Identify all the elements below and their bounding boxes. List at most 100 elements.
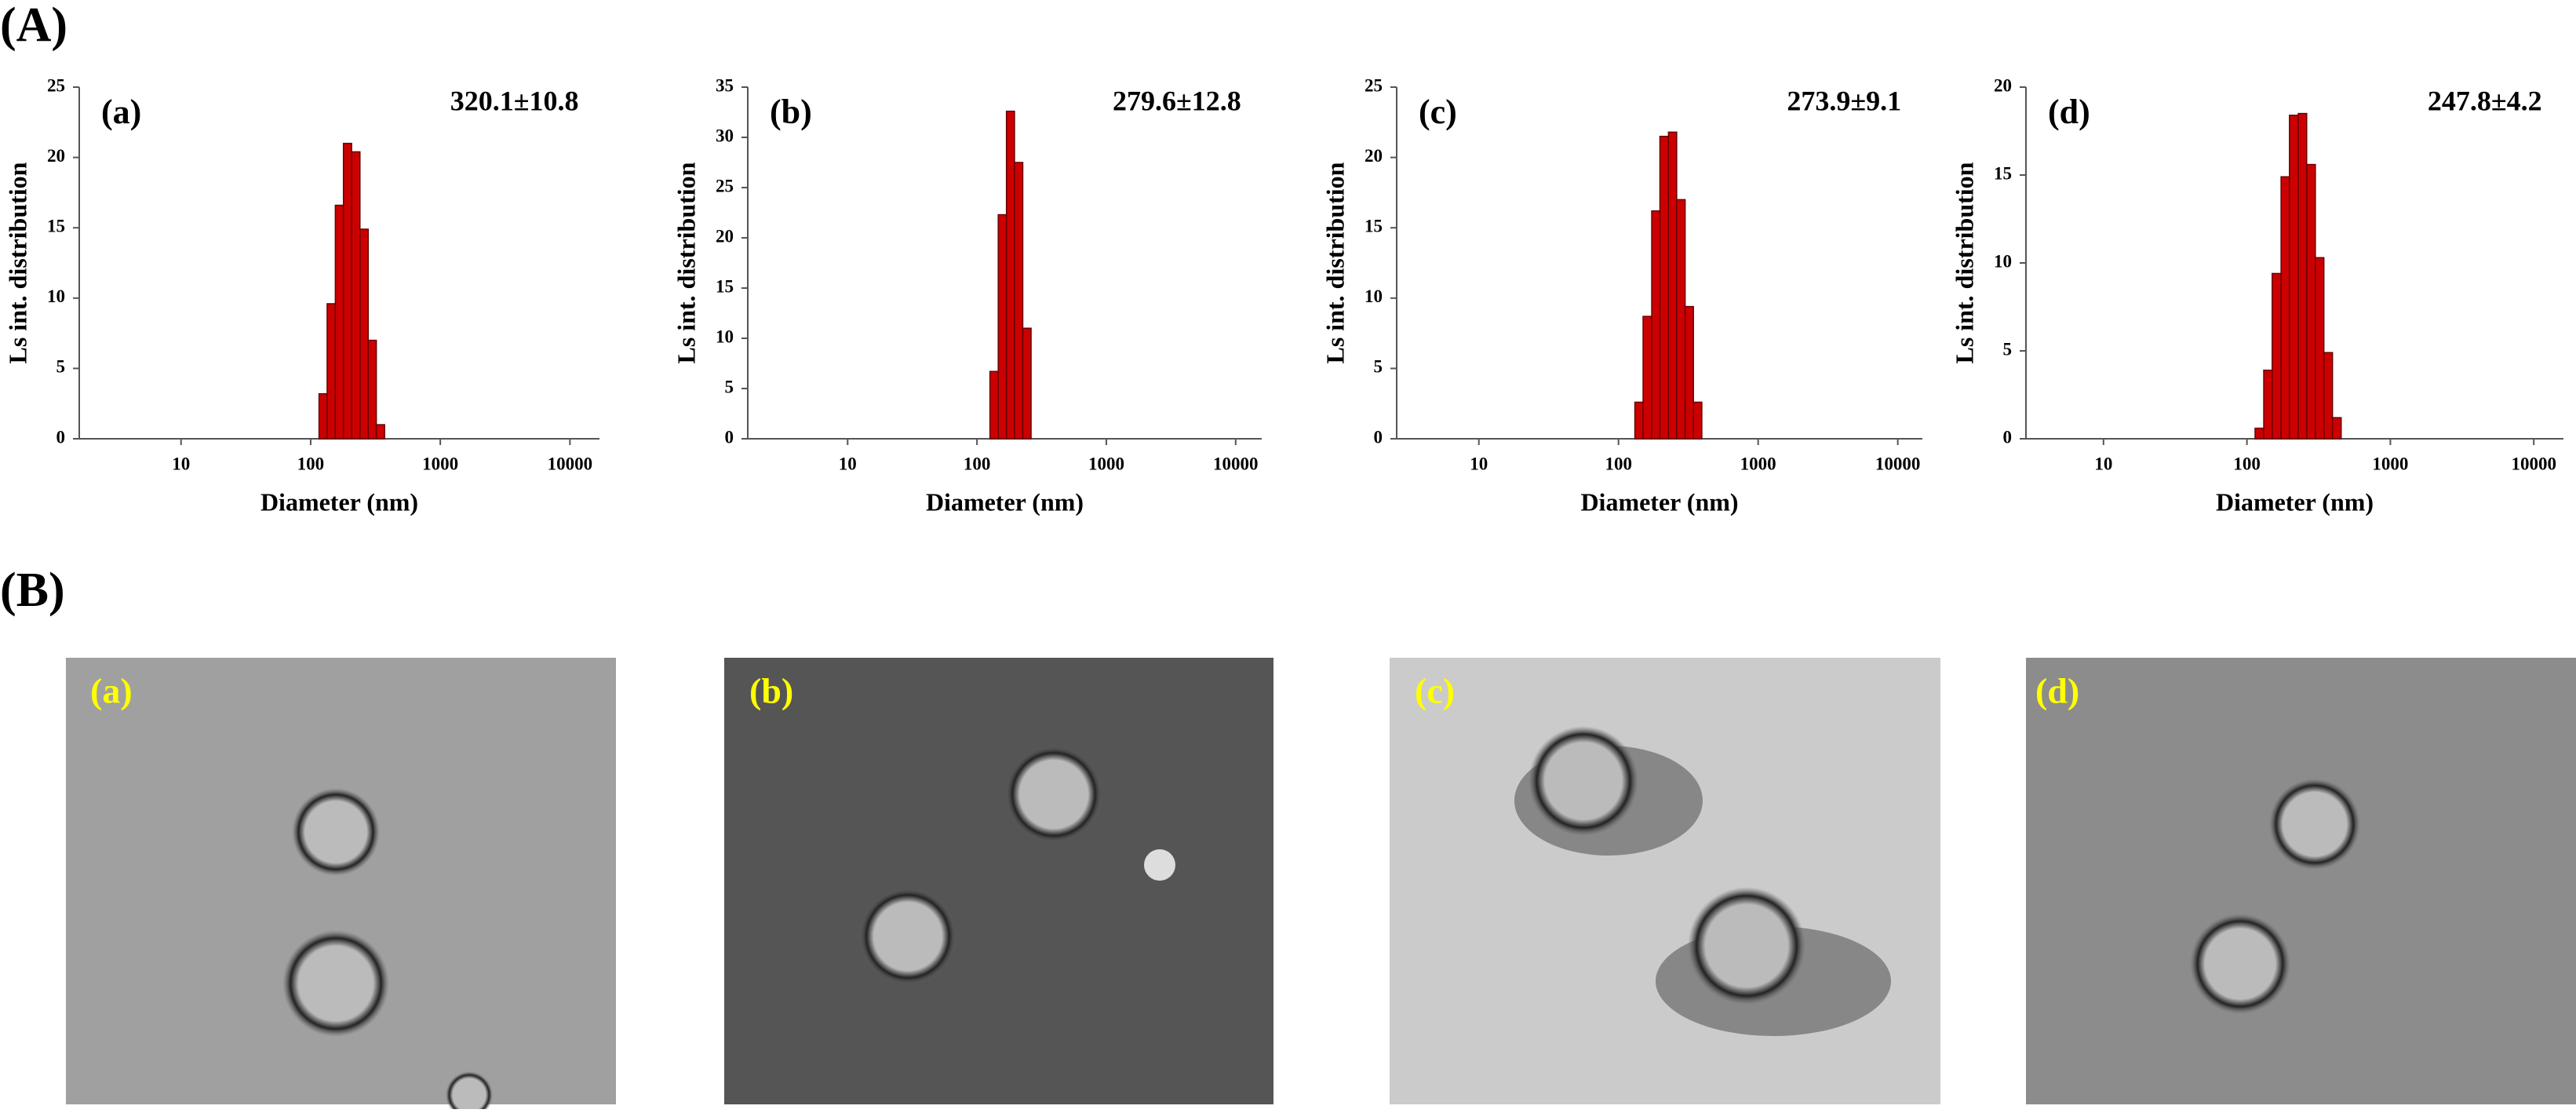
bar: [367, 339, 377, 440]
bar: [2289, 115, 2299, 440]
y-tick-label: 15: [716, 276, 734, 296]
x-tick-label: 100: [964, 454, 991, 473]
bar: [1651, 210, 1661, 440]
bar: [2280, 176, 2290, 440]
y-tick-label: 5: [725, 377, 734, 396]
y-tick-label: 10: [1365, 286, 1383, 306]
x-tick-label: 1000: [1088, 454, 1124, 473]
chart: 0 5 10 15 20 10 100 1000 10000 Diameter (nm) Ls in…: [1950, 75, 2563, 516]
image-label: (b): [749, 671, 793, 711]
image-label: (d): [2035, 671, 2079, 711]
y-tick-label: 20: [1994, 75, 2012, 95]
panel-label: (A): [0, 0, 67, 52]
y-tick-label: 20: [47, 146, 65, 166]
annotation: 247.8±4.2: [2428, 85, 2542, 116]
y-tick-label: 0: [725, 427, 734, 447]
image-label: (a): [90, 671, 133, 711]
bar: [2263, 369, 2273, 440]
y-tick-label: 25: [716, 176, 734, 195]
y-tick-label: 25: [47, 75, 65, 95]
bar: [989, 370, 999, 440]
bar: [2306, 163, 2316, 440]
bar: [1022, 327, 1032, 440]
bar: [1684, 305, 1694, 440]
panel-label: (B): [0, 564, 65, 617]
x-tick-label: 10000: [1213, 454, 1259, 473]
y-tick-label: 15: [47, 216, 65, 235]
bar: [342, 142, 352, 440]
panel-label: (c): [1419, 93, 1457, 131]
bar: [1667, 131, 1678, 440]
y-tick-label: 35: [716, 75, 734, 95]
y-tick-label: 15: [1994, 163, 2012, 183]
y-tick-label: 5: [56, 357, 66, 377]
tem-image: (c): [1390, 658, 1940, 1104]
x-axis-label: Diameter (nm): [261, 487, 418, 516]
y-tick-label: 0: [1374, 427, 1383, 447]
y-tick-label: 0: [56, 427, 66, 447]
bar: [1692, 401, 1703, 440]
x-axis-label: Diameter (nm): [1580, 487, 1738, 516]
x-axis-label: Diameter (nm): [926, 487, 1084, 516]
bar: [334, 204, 344, 440]
bar: [359, 228, 370, 440]
bar: [1014, 162, 1024, 440]
annotation: 273.9±9.1: [1787, 85, 1901, 116]
chart: 0 5 10 15 20 25 10 100 1000 10000 Diameter (nm) Ls …: [1321, 75, 1922, 516]
bar: [1642, 316, 1652, 440]
bar: [326, 303, 337, 440]
bar: [1634, 401, 1644, 440]
x-tick-label: 10: [839, 454, 857, 473]
bar: [1676, 199, 1686, 440]
bar: [1005, 110, 1015, 440]
x-tick-label: 10: [172, 454, 190, 473]
y-axis-label: Ls int. distribution: [672, 162, 700, 363]
x-tick-label: 100: [297, 454, 325, 473]
panel-label: (d): [2048, 93, 2090, 131]
x-tick-label: 10000: [2511, 454, 2556, 473]
chart: 0 5 10 15 20 25 10 100 1000 10000 Diameter (nm) Ls …: [3, 75, 599, 516]
x-tick-label: 10000: [1875, 454, 1921, 473]
y-axis-label: Ls int. distribution: [3, 162, 31, 363]
y-tick-label: 0: [2003, 427, 2013, 447]
bar: [2297, 112, 2308, 440]
bar: [2331, 417, 2342, 440]
y-axis-label: Ls int. distribution: [1950, 162, 1978, 363]
x-tick-label: 1000: [422, 454, 458, 473]
image-label: (c): [1415, 671, 1455, 711]
tem-image: (b): [724, 658, 1273, 1104]
y-tick-label: 10: [716, 327, 734, 346]
bar: [2315, 257, 2325, 440]
bar: [2323, 352, 2334, 440]
x-tick-label: 10000: [548, 454, 593, 473]
bar: [375, 424, 385, 440]
annotation: 320.1±10.8: [450, 85, 579, 116]
y-tick-label: 5: [1374, 357, 1383, 377]
y-axis-label: Ls int. distribution: [1321, 162, 1349, 363]
y-tick-label: 30: [716, 126, 734, 145]
bar: [997, 213, 1007, 440]
x-tick-label: 100: [1605, 454, 1632, 473]
panel-label: (a): [101, 93, 141, 131]
y-tick-label: 10: [47, 286, 65, 306]
bar: [2254, 427, 2264, 440]
bar: [1659, 135, 1670, 440]
annotation: 279.6±12.8: [1113, 85, 1241, 116]
x-tick-label: 100: [2233, 454, 2261, 473]
y-tick-label: 5: [2003, 339, 2013, 359]
panel-label: (b): [770, 93, 812, 131]
y-tick-label: 25: [1365, 75, 1383, 95]
tem-image: (a): [66, 658, 616, 1113]
bar: [351, 151, 361, 440]
bar: [2272, 272, 2282, 440]
x-tick-label: 10: [2094, 454, 2112, 473]
x-axis-label: Diameter (nm): [2216, 487, 2374, 516]
x-tick-label: 1000: [2372, 454, 2408, 473]
y-tick-label: 20: [1365, 146, 1383, 166]
y-tick-label: 20: [716, 226, 734, 246]
y-tick-label: 10: [1994, 251, 2012, 271]
bar: [318, 392, 328, 440]
y-tick-label: 15: [1365, 216, 1383, 235]
x-tick-label: 10: [1470, 454, 1488, 473]
